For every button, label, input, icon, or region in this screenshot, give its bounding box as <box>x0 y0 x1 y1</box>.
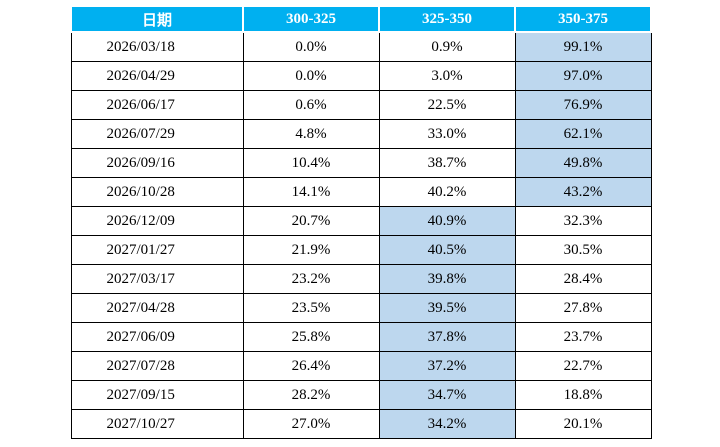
value-cell: 33.0% <box>378 119 516 149</box>
value-cell: 34.7% <box>378 380 516 410</box>
date-cell: 2027/09/15 <box>70 380 244 410</box>
value-cell: 22.5% <box>378 90 516 120</box>
date-cell: 2026/10/28 <box>70 177 244 207</box>
date-cell: 2026/03/18 <box>70 31 244 62</box>
value-cell: 32.3% <box>514 206 652 236</box>
date-cell: 2026/09/16 <box>70 148 244 178</box>
value-cell: 0.9% <box>378 31 516 62</box>
value-cell: 0.0% <box>242 31 380 62</box>
date-cell: 2026/06/17 <box>70 90 244 120</box>
value-cell: 14.1% <box>242 177 380 207</box>
table-row: 2027/06/09 25.8% 37.8% 23.7% <box>70 322 652 352</box>
header-row: 日期 300-325 325-350 350-375 <box>70 5 652 33</box>
value-cell: 0.6% <box>242 90 380 120</box>
table-body: 2026/03/18 0.0% 0.9% 99.1% 2026/04/29 0.… <box>70 31 652 439</box>
date-cell: 2027/04/28 <box>70 293 244 323</box>
value-cell: 62.1% <box>514 119 652 149</box>
value-cell: 22.7% <box>514 351 652 381</box>
header-325-350: 325-350 <box>378 5 516 33</box>
date-cell: 2027/10/27 <box>70 409 244 439</box>
table-header: 日期 300-325 325-350 350-375 <box>70 5 652 33</box>
table-row: 2026/06/17 0.6% 22.5% 76.9% <box>70 90 652 120</box>
table-row: 2026/03/18 0.0% 0.9% 99.1% <box>70 31 652 62</box>
table-row: 2027/01/27 21.9% 40.5% 30.5% <box>70 235 652 265</box>
value-cell: 39.5% <box>378 293 516 323</box>
table-row: 2026/12/09 20.7% 40.9% 32.3% <box>70 206 652 236</box>
table-row: 2027/04/28 23.5% 39.5% 27.8% <box>70 293 652 323</box>
date-cell: 2026/12/09 <box>70 206 244 236</box>
value-cell: 40.9% <box>378 206 516 236</box>
value-cell: 26.4% <box>242 351 380 381</box>
table-row: 2027/09/15 28.2% 34.7% 18.8% <box>70 380 652 410</box>
value-cell: 38.7% <box>378 148 516 178</box>
date-cell: 2027/06/09 <box>70 322 244 352</box>
value-cell: 3.0% <box>378 61 516 91</box>
table-row: 2026/10/28 14.1% 40.2% 43.2% <box>70 177 652 207</box>
value-cell: 25.8% <box>242 322 380 352</box>
value-cell: 30.5% <box>514 235 652 265</box>
value-cell: 34.2% <box>378 409 516 439</box>
value-cell: 99.1% <box>514 31 652 62</box>
value-cell: 4.8% <box>242 119 380 149</box>
table-row: 2027/10/27 27.0% 34.2% 20.1% <box>70 409 652 439</box>
date-cell: 2026/07/29 <box>70 119 244 149</box>
value-cell: 23.7% <box>514 322 652 352</box>
value-cell: 27.8% <box>514 293 652 323</box>
value-cell: 37.2% <box>378 351 516 381</box>
date-cell: 2027/07/28 <box>70 351 244 381</box>
value-cell: 18.8% <box>514 380 652 410</box>
value-cell: 20.7% <box>242 206 380 236</box>
value-cell: 23.2% <box>242 264 380 294</box>
value-cell: 37.8% <box>378 322 516 352</box>
value-cell: 43.2% <box>514 177 652 207</box>
table-row: 2026/09/16 10.4% 38.7% 49.8% <box>70 148 652 178</box>
value-cell: 28.4% <box>514 264 652 294</box>
value-cell: 40.2% <box>378 177 516 207</box>
table-row: 2026/04/29 0.0% 3.0% 97.0% <box>70 61 652 91</box>
value-cell: 21.9% <box>242 235 380 265</box>
value-cell: 20.1% <box>514 409 652 439</box>
date-cell: 2026/04/29 <box>70 61 244 91</box>
date-cell: 2027/01/27 <box>70 235 244 265</box>
value-cell: 10.4% <box>242 148 380 178</box>
value-cell: 39.8% <box>378 264 516 294</box>
table-row: 2027/03/17 23.2% 39.8% 28.4% <box>70 264 652 294</box>
value-cell: 76.9% <box>514 90 652 120</box>
value-cell: 28.2% <box>242 380 380 410</box>
table-row: 2026/07/29 4.8% 33.0% 62.1% <box>70 119 652 149</box>
value-cell: 40.5% <box>378 235 516 265</box>
value-cell: 97.0% <box>514 61 652 91</box>
probability-table: 日期 300-325 325-350 350-375 2026/03/18 0.… <box>70 5 652 439</box>
value-cell: 49.8% <box>514 148 652 178</box>
value-cell: 27.0% <box>242 409 380 439</box>
header-date: 日期 <box>70 5 244 33</box>
date-cell: 2027/03/17 <box>70 264 244 294</box>
value-cell: 23.5% <box>242 293 380 323</box>
header-300-325: 300-325 <box>242 5 380 33</box>
table-row: 2027/07/28 26.4% 37.2% 22.7% <box>70 351 652 381</box>
value-cell: 0.0% <box>242 61 380 91</box>
header-350-375: 350-375 <box>514 5 652 33</box>
